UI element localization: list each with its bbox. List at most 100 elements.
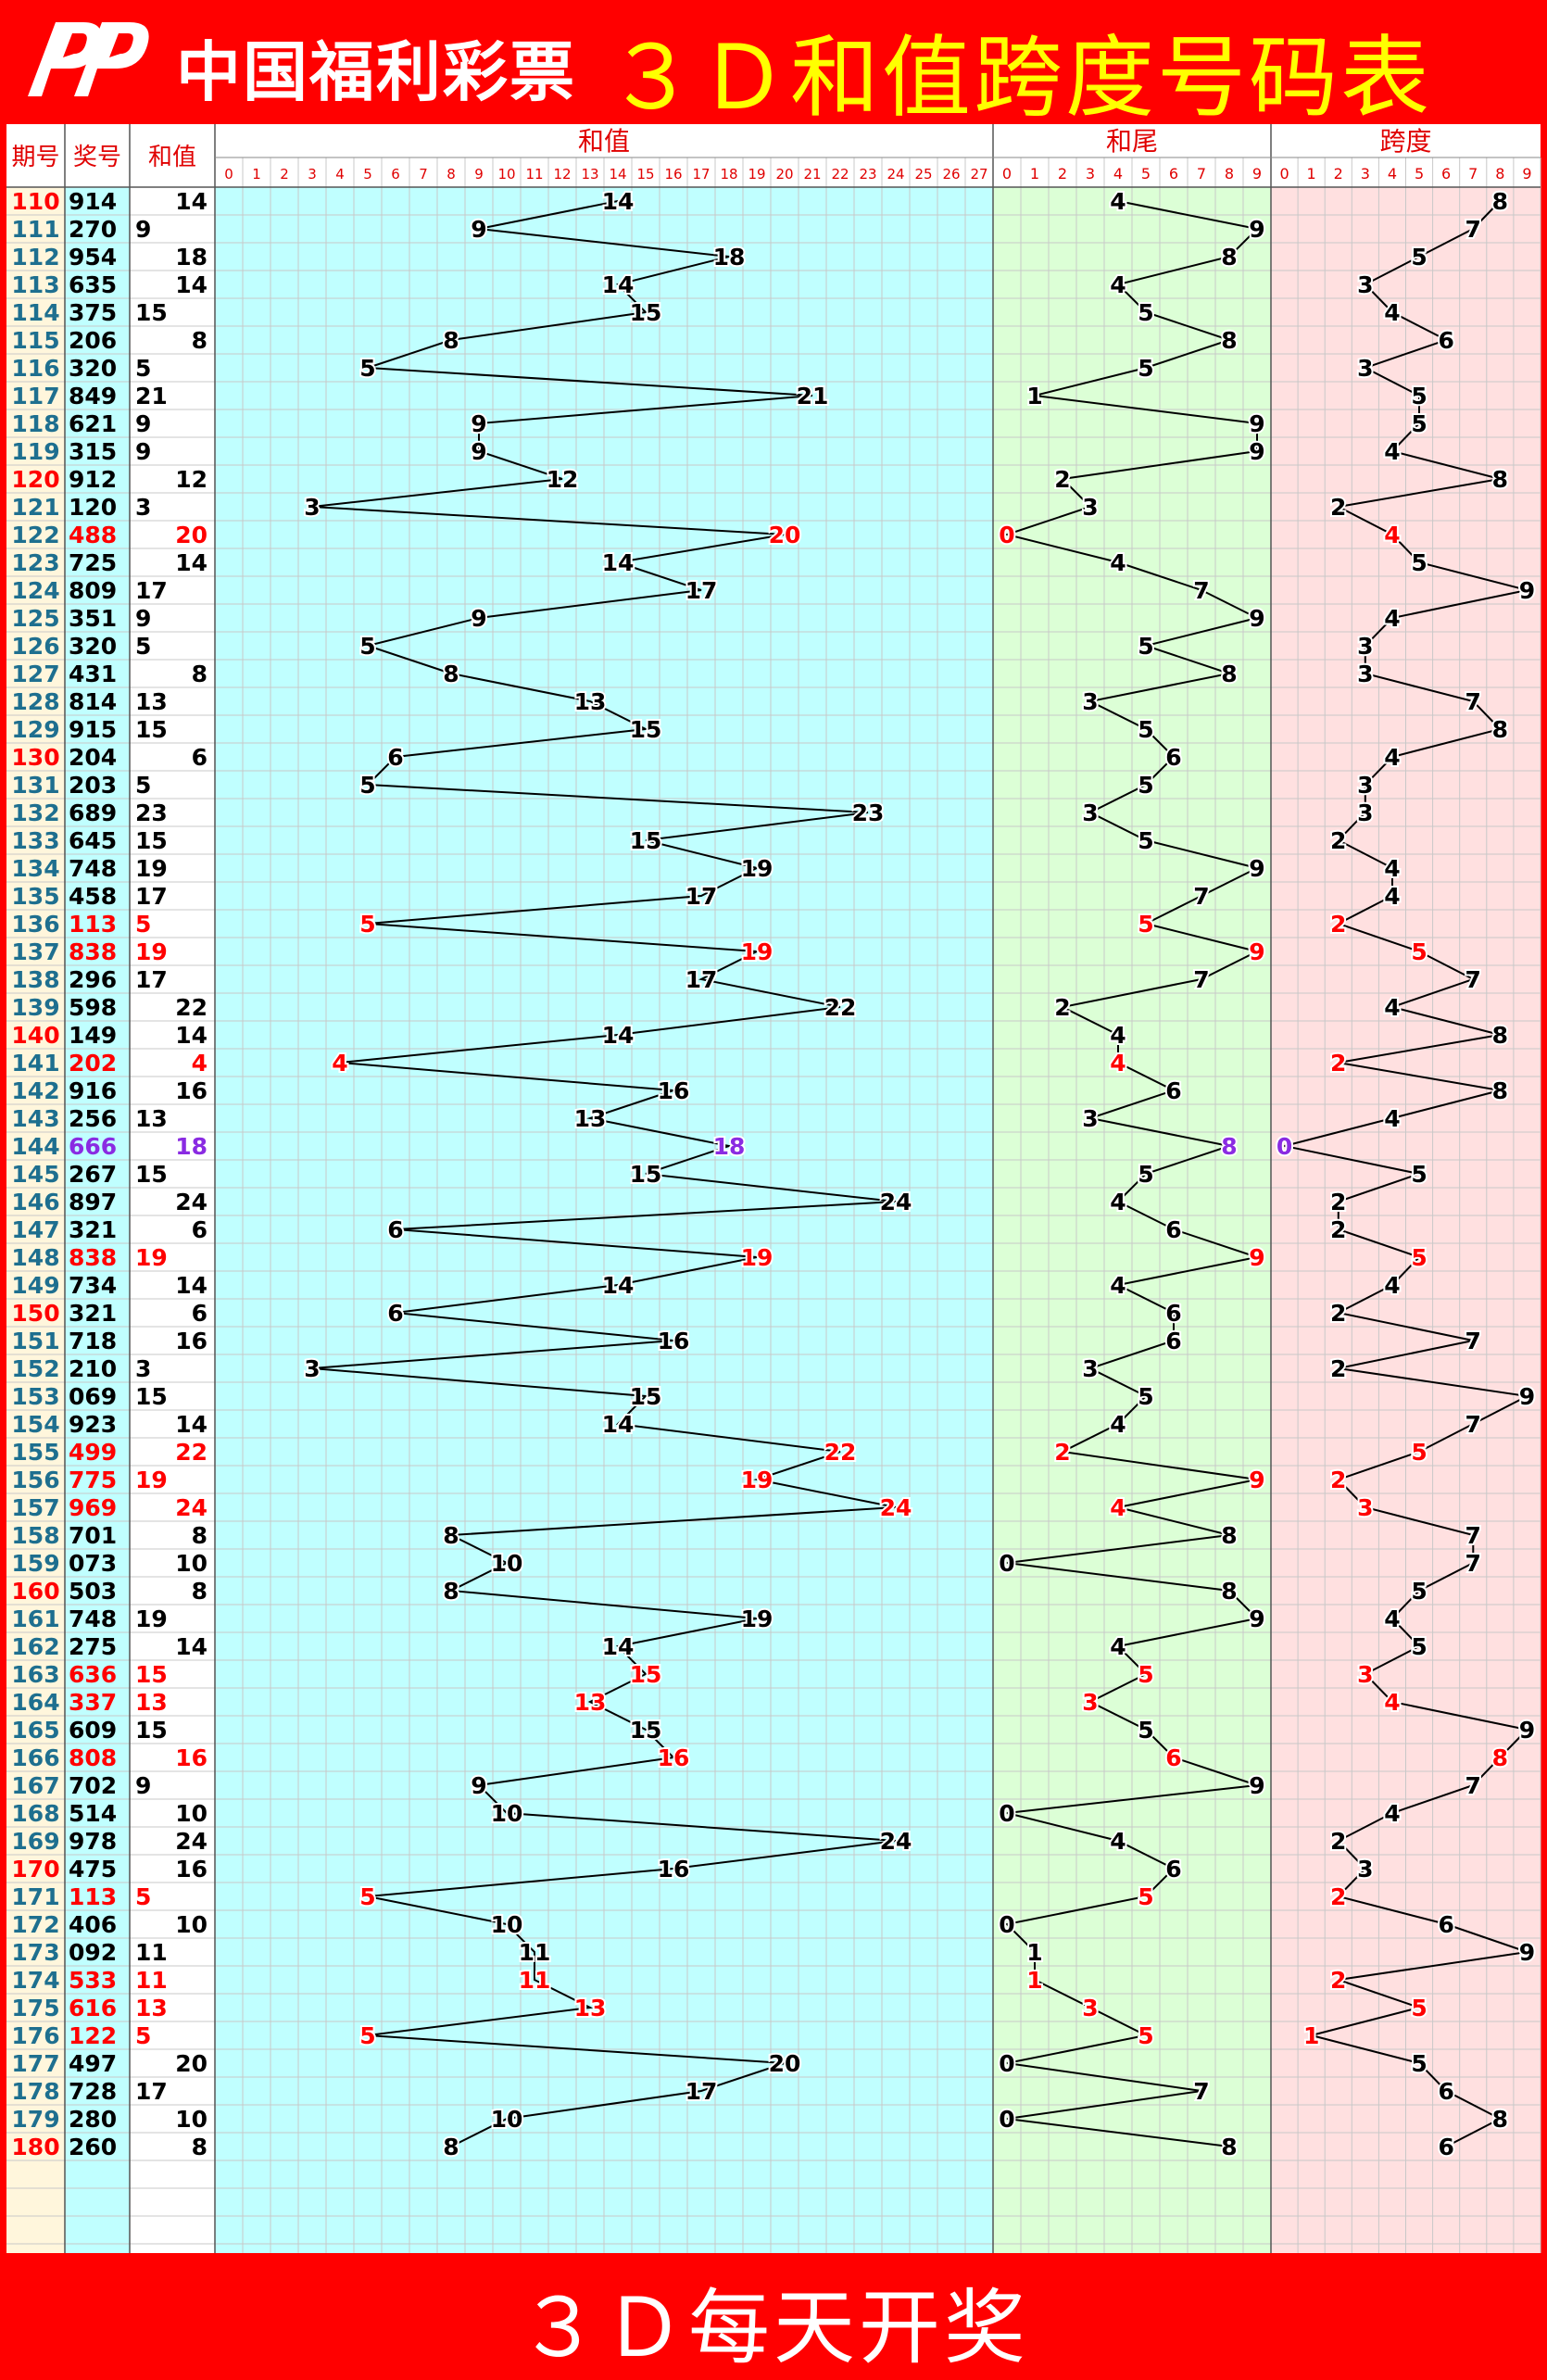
issue-cell: 138: [11, 966, 59, 993]
span-point: 5: [1411, 1244, 1427, 1271]
span-point: 9: [1519, 1717, 1535, 1744]
issue-cell: 176: [11, 2022, 59, 2049]
span-point: 5: [1411, 2050, 1427, 2077]
sum-cell: 15: [135, 1161, 168, 1188]
span-tick-label: 0: [1279, 165, 1289, 183]
tail-point: 7: [1193, 577, 1209, 604]
sum-tick-label: 8: [446, 166, 456, 183]
sum-point: 21: [797, 383, 829, 409]
sum-point: 15: [630, 1717, 662, 1744]
issue-cell: 152: [11, 1355, 59, 1382]
sum-point: 14: [602, 188, 635, 215]
number-cell: 275: [69, 1633, 117, 1660]
issue-cell: 161: [11, 1606, 59, 1632]
number-cell: 280: [69, 2106, 117, 2133]
issue-cell: 179: [11, 2106, 59, 2133]
sum-point: 8: [443, 2134, 459, 2160]
issue-cell: 126: [11, 633, 59, 660]
number-cell: 351: [69, 605, 117, 632]
tail-tick-label: 1: [1030, 165, 1039, 183]
number-cell: 122: [69, 2022, 117, 2049]
sum-cell: 4: [192, 1050, 208, 1077]
tail-point: 8: [1221, 1133, 1237, 1160]
span-point: 4: [1384, 1105, 1400, 1132]
tail-point: 6: [1165, 1744, 1181, 1771]
tail-point: 4: [1110, 1633, 1126, 1660]
span-point: 4: [1384, 1272, 1400, 1299]
sum-point: 16: [658, 1328, 690, 1354]
issue-cell: 163: [11, 1661, 59, 1688]
span-point: 4: [1384, 522, 1400, 548]
tail-point: 8: [1221, 327, 1237, 354]
sum-cell: 6: [192, 1300, 208, 1327]
number-cell: 616: [69, 1995, 117, 2021]
sum-cell: 17: [135, 577, 168, 604]
sum-cell: 19: [135, 938, 168, 965]
span-point: 6: [1438, 2134, 1453, 2160]
number-cell: 514: [69, 1800, 117, 1827]
span-point: 5: [1411, 244, 1427, 271]
sum-point: 18: [713, 244, 746, 271]
sum-point: 5: [359, 772, 375, 799]
number-cell: 748: [69, 1606, 117, 1632]
issue-cell: 121: [11, 494, 59, 521]
sum-point: 22: [824, 1439, 857, 1466]
tail-point: 3: [1082, 1995, 1098, 2021]
number-cell: 149: [69, 1022, 117, 1049]
span-point: 3: [1357, 355, 1373, 382]
sum-tick-label: 19: [748, 166, 765, 183]
number-cell: 533: [69, 1967, 117, 1994]
sum-point: 14: [602, 549, 635, 576]
sum-point: 5: [359, 1883, 375, 1910]
sum-cell: 10: [175, 2106, 208, 2133]
sum-cell: 19: [135, 1606, 168, 1632]
number-cell: 621: [69, 410, 117, 437]
number-cell: 296: [69, 966, 117, 993]
tail-point: 5: [1138, 1383, 1153, 1410]
number-cell: 849: [69, 383, 117, 409]
sum-point: 16: [658, 1744, 690, 1771]
issue-cell: 115: [11, 327, 59, 354]
issue-cell: 159: [11, 1550, 59, 1577]
tail-trend-line: [1003, 200, 1261, 2147]
sum-point: 6: [387, 744, 403, 771]
tail-point: 3: [1082, 1689, 1098, 1716]
span-point: 5: [1411, 1578, 1427, 1605]
sum-point: 14: [602, 271, 635, 298]
tail-point: 5: [1138, 355, 1153, 382]
sum-cell: 19: [135, 1244, 168, 1271]
sum-cell: 3: [135, 1355, 151, 1382]
tail-point: 6: [1165, 1856, 1181, 1883]
issue-cell: 171: [11, 1883, 59, 1910]
issue-cell: 116: [11, 355, 59, 382]
sum-point: 19: [741, 1467, 774, 1493]
tail-point: 5: [1138, 1161, 1153, 1188]
number-cell: 666: [69, 1133, 117, 1160]
number-cell: 206: [69, 327, 117, 354]
span-point: 2: [1330, 1467, 1346, 1493]
sum-cell: 9: [135, 438, 151, 465]
sum-point: 15: [630, 1661, 662, 1688]
span-point: 2: [1330, 1189, 1346, 1215]
sum-cell: 18: [175, 244, 208, 271]
number-cell: 923: [69, 1411, 117, 1438]
issue-cell: 117: [11, 383, 59, 409]
sum-tick-label: 9: [474, 166, 484, 183]
issue-cell: 137: [11, 938, 59, 965]
sum-point: 17: [685, 2078, 718, 2105]
span-tick-label: 5: [1415, 165, 1424, 183]
sum-tick-label: 26: [942, 166, 960, 183]
tail-point: 2: [1054, 466, 1070, 493]
tail-point: 8: [1221, 2134, 1237, 2160]
sum-point: 20: [769, 2050, 801, 2077]
tail-point: 6: [1165, 1216, 1181, 1243]
tail-point: 5: [1138, 299, 1153, 326]
tail-point: 9: [1249, 438, 1264, 465]
sum-cell: 14: [175, 271, 208, 298]
issue-cell: 139: [11, 994, 59, 1021]
tail-point: 6: [1165, 1077, 1181, 1104]
issue-cell: 122: [11, 522, 59, 548]
span-point: 6: [1438, 2078, 1453, 2105]
sum-tick-label: 16: [664, 166, 682, 183]
issue-cell: 150: [11, 1300, 59, 1327]
